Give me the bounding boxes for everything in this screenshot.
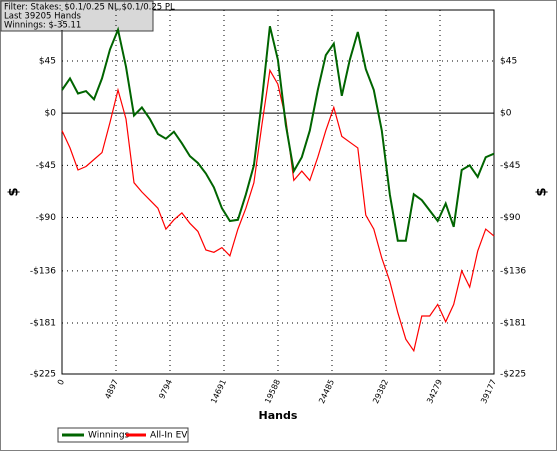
y-tick-label: -$225 [30, 370, 56, 380]
legend-label: Winnings [88, 431, 130, 441]
info-line: Winnings: $-35.11 [4, 21, 81, 31]
legend: Winnings All-In EV [57, 427, 189, 443]
y-tick-label-right: -$181 [500, 318, 526, 328]
y-tick-label-right: -$136 [500, 266, 526, 276]
y-axis-label: $ [7, 187, 22, 196]
y-tick-label: -$45 [36, 161, 56, 171]
y-tick-label: -$181 [30, 318, 56, 328]
legend-box [57, 427, 189, 443]
y-tick-label: $0 [45, 109, 57, 119]
y-tick-label-right: -$225 [500, 370, 526, 380]
y-tick-label: -$90 [36, 213, 57, 223]
y-axis-label-right: $ [535, 187, 550, 196]
series-line [61, 68, 495, 353]
legend-label: All-In EV [150, 431, 188, 441]
info-bg [0, 0, 154, 32]
y-tick-label-right: -$45 [500, 161, 520, 171]
y-tick-label: $45 [39, 57, 56, 67]
y-tick-label-right: $45 [500, 57, 517, 67]
info-line: Last 39205 Hands [4, 12, 82, 22]
y-tick-label-right: -$90 [500, 213, 521, 223]
info-box: Filter: Stakes: $0.1/0.25 NL,$0.1/0.25 P… [0, 0, 175, 32]
series-line [61, 25, 495, 242]
x-axis-label: Hands [259, 409, 298, 422]
y-tick-label: -$136 [30, 266, 56, 276]
info-line: Filter: Stakes: $0.1/0.25 NL,$0.1/0.25 P… [4, 3, 175, 13]
y-tick-label-right: $0 [500, 109, 512, 119]
x-tick-label: 0 [56, 378, 66, 386]
